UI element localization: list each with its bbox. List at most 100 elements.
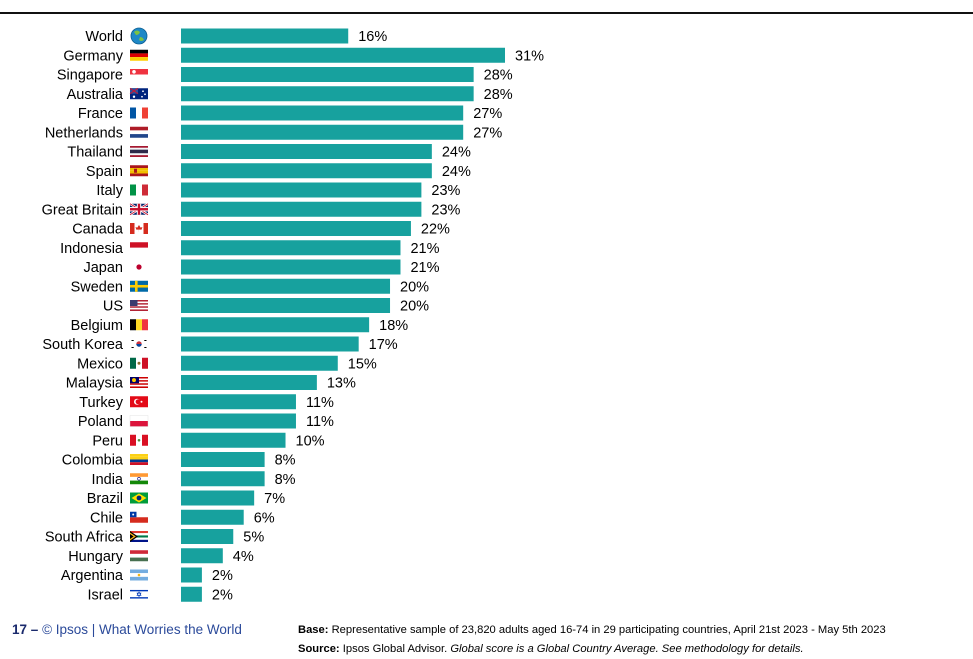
bar-chart: World 16% Germany 31% Singapore 28% Australia 2… <box>42 27 544 603</box>
category-label: Spain <box>86 164 123 180</box>
bar <box>181 548 223 564</box>
bar-row-peru: Peru 10% <box>92 432 325 449</box>
flag-chile-icon <box>130 511 148 523</box>
bar <box>181 452 265 467</box>
source-detail: Global score is a Global Country Average… <box>450 643 804 655</box>
bar <box>181 336 359 352</box>
bar-row-germany: Germany 31% <box>63 47 544 64</box>
category-label: Colombia <box>62 453 124 469</box>
bar-row-indonesia: Indonesia 21% <box>60 240 440 257</box>
copyright-text: © Ipsos | What Worries the World <box>42 622 242 637</box>
bar-row-turkey: Turkey 11% <box>79 394 334 411</box>
flag-south-korea-icon <box>130 338 148 350</box>
category-label: South Korea <box>42 337 124 353</box>
bar <box>181 47 505 63</box>
flag-hungary-icon <box>130 550 148 562</box>
bar-row-india: India 8% <box>92 471 296 488</box>
bar-row-australia: Australia 28% <box>67 86 513 103</box>
value-label: 24% <box>442 145 471 161</box>
bar <box>181 509 244 525</box>
source-text: Ipsos Global Advisor. <box>342 643 448 655</box>
category-label: Belgium <box>71 318 123 334</box>
bar-row-colombia: Colombia 8% <box>62 452 296 469</box>
bar-row-sweden: Sweden 20% <box>71 278 429 295</box>
bar <box>181 298 391 313</box>
footer-notes: Base: Representative sample of 23,820 ad… <box>298 621 886 659</box>
category-label: Singapore <box>57 68 123 84</box>
category-label: Netherlands <box>45 125 123 141</box>
bar <box>181 317 370 333</box>
category-label: Hungary <box>68 549 124 565</box>
category-label: Peru <box>92 433 123 449</box>
bar <box>181 567 202 583</box>
bar-row-canada: Canada 22% <box>72 221 450 238</box>
category-label: Thailand <box>67 145 123 161</box>
bar <box>181 375 317 390</box>
value-label: 4% <box>233 549 254 565</box>
bar <box>181 28 349 44</box>
bar <box>181 105 464 121</box>
flag-italy-icon <box>130 184 148 196</box>
value-label: 5% <box>243 530 264 546</box>
value-label: 11% <box>306 395 334 411</box>
bar-row-belgium: Belgium 18% <box>71 317 408 334</box>
bar <box>181 86 474 102</box>
bar <box>181 259 401 275</box>
bar-row-chile: Chile 6% <box>90 509 275 526</box>
category-label: World <box>85 29 123 45</box>
bar <box>181 413 296 429</box>
value-label: 17% <box>369 337 398 353</box>
value-label: 8% <box>275 453 296 469</box>
category-label: Turkey <box>79 395 124 411</box>
category-label: US <box>103 299 123 315</box>
bar-row-poland: Poland 11% <box>78 413 334 430</box>
category-label: Sweden <box>71 279 123 295</box>
flag-sweden-icon <box>130 280 148 292</box>
bar <box>181 221 411 236</box>
value-label: 10% <box>296 433 325 449</box>
flag-belgium-icon <box>130 319 148 331</box>
bar-row-argentina: Argentina 2% <box>61 567 233 584</box>
bar-row-italy: Italy 23% <box>96 182 461 199</box>
base-note: Base: Representative sample of 23,820 ad… <box>298 621 886 640</box>
value-label: 21% <box>410 260 439 276</box>
bar-row-hungary: Hungary 4% <box>68 548 254 565</box>
flag-mexico-icon <box>130 357 148 369</box>
value-label: 28% <box>484 87 513 103</box>
bar-row-world: World 16% <box>85 27 387 45</box>
category-label: Indonesia <box>60 241 124 257</box>
value-label: 7% <box>264 491 285 507</box>
bar-row-france: France 27% <box>78 105 502 122</box>
bar-row-malaysia: Malaysia 13% <box>66 375 356 392</box>
value-label: 15% <box>348 356 377 372</box>
category-label: France <box>78 106 123 122</box>
footer-branding: 17 – © Ipsos | What Worries the World <box>12 622 242 637</box>
value-label: 27% <box>473 125 502 141</box>
flag-turkey-icon <box>130 396 148 408</box>
top-rule <box>0 12 973 14</box>
bar <box>181 355 338 371</box>
source-label: Source: <box>298 643 340 655</box>
flag-netherlands-icon <box>130 126 148 138</box>
category-label: Chile <box>90 510 123 526</box>
bar-row-south-africa: South Africa 5% <box>45 529 264 546</box>
category-label: Poland <box>78 414 123 430</box>
bar-row-great-britain: Great Britain 23% <box>42 201 461 218</box>
category-label: Brazil <box>87 491 123 507</box>
flag-india-icon <box>130 473 148 485</box>
value-label: 13% <box>327 376 356 392</box>
category-label: Canada <box>72 222 124 238</box>
value-label: 31% <box>515 48 544 64</box>
flag-israel-icon <box>130 588 148 600</box>
value-label: 24% <box>442 164 471 180</box>
value-label: 6% <box>254 510 275 526</box>
flag-us-icon <box>130 300 148 311</box>
bar-row-spain: Spain 24% <box>86 163 471 180</box>
page-number: 17 <box>12 622 28 637</box>
globe-icon <box>130 27 148 45</box>
flag-singapore-icon <box>130 69 148 80</box>
bar <box>181 124 464 140</box>
bar <box>181 471 265 487</box>
value-label: 11% <box>306 414 334 430</box>
flag-germany-icon <box>130 49 148 61</box>
